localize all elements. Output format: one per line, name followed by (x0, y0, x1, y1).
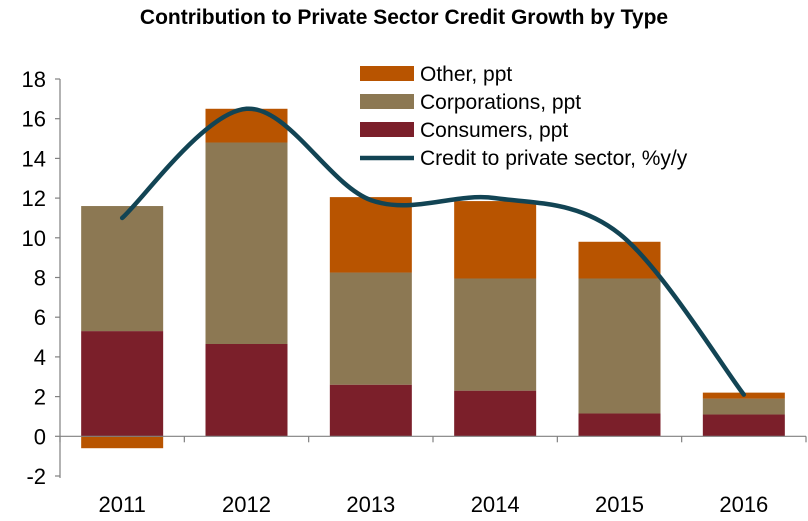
bar-2014-series-0 (454, 390, 537, 437)
y-tick-label: 4 (34, 345, 46, 370)
y-tick-label: 18 (22, 67, 46, 92)
bar-2016-series-1 (702, 398, 785, 415)
legend-swatch (360, 122, 414, 137)
chart-title: Contribution to Private Sector Credit Gr… (139, 6, 669, 29)
bar-2014-series-1 (454, 278, 537, 391)
y-tick-label: 8 (34, 266, 46, 291)
legend-label: Consumers, ppt (420, 119, 568, 142)
bar-2012-series-0 (205, 343, 288, 437)
x-tick-label: 2015 (595, 492, 644, 517)
y-tick-label: 16 (22, 107, 46, 132)
x-tick-label: 2016 (719, 492, 768, 517)
line-layer (119, 106, 747, 397)
bar-2016-series-0 (702, 414, 785, 437)
y-tick-label: 12 (22, 186, 46, 211)
y-tick-label: 6 (34, 305, 46, 330)
axes-layer: -2 0 2 4 6 8 10 12 14 16 18 2011 2012 2013 2014 2015 201… (22, 67, 807, 517)
bar-2013-series-0 (329, 384, 412, 437)
bar-2011-series-1 (81, 206, 164, 332)
bar-2012-series-1 (205, 142, 288, 344)
legend-swatch (360, 66, 414, 81)
bar-2013-series-1 (329, 272, 412, 385)
bar-2014-series-2 (454, 201, 537, 279)
x-tick-label: 2011 (99, 492, 146, 517)
legend-label: Other, ppt (420, 63, 512, 86)
bar-2012-series-2 (205, 108, 288, 143)
y-tick-label: 14 (22, 146, 46, 171)
bar-2015-series-1 (578, 278, 661, 414)
bars-layer (81, 108, 785, 449)
y-tick-label: -2 (26, 464, 46, 489)
legend-label: Credit to private sector, %y/y (420, 147, 688, 170)
x-tick-label: 2012 (222, 492, 271, 517)
bar-2015-series-0 (578, 413, 661, 437)
bar-2013-series-2 (329, 197, 412, 273)
legend: Other, ppt Corporations, ppt Consumers, pp… (360, 63, 688, 170)
x-tick-label: 2013 (346, 492, 395, 517)
y-tick-label: 0 (34, 424, 46, 449)
bar-2011-series-2 (81, 436, 164, 449)
y-tick-label: 10 (22, 226, 46, 251)
x-tick-label: 2014 (471, 492, 520, 517)
credit-growth-line (119, 106, 747, 397)
legend-label: Corporations, ppt (420, 91, 581, 114)
legend-swatch (360, 94, 414, 109)
bar-2011-series-0 (81, 331, 164, 437)
y-tick-label: 2 (34, 385, 46, 410)
